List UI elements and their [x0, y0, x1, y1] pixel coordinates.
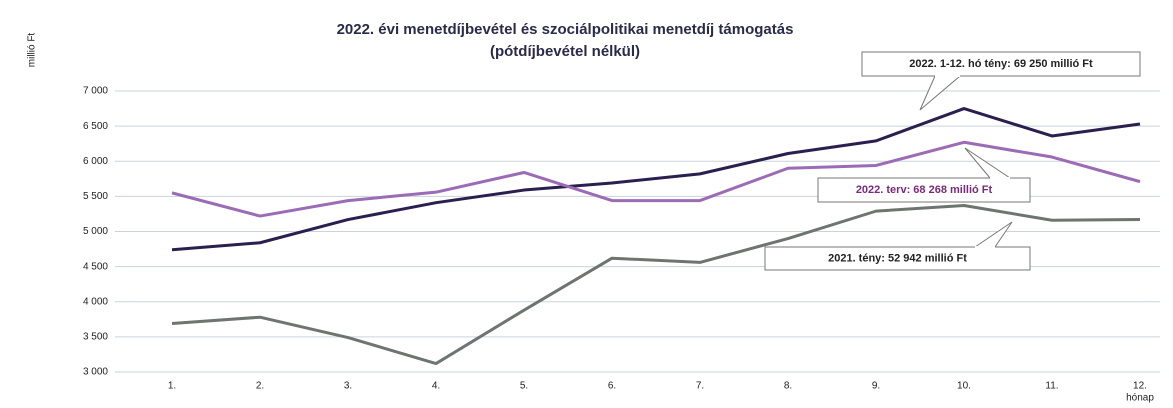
- y-axis-label: millió Ft: [27, 33, 38, 68]
- y-tick-label: 5 500: [83, 191, 108, 202]
- x-tick-label: 4.: [432, 381, 440, 392]
- x-tick-label: 3.: [344, 381, 352, 392]
- annotation-box: [764, 246, 1031, 271]
- y-tick-label: 5 000: [83, 226, 108, 237]
- annotation-box: [861, 51, 1141, 77]
- x-tick-label: 1.: [168, 381, 176, 392]
- annotation-pointer: [973, 221, 1013, 248]
- annotation-pointer: [919, 75, 962, 111]
- x-tick-label: 12.: [1133, 381, 1147, 392]
- x-tick-label: 10.: [957, 381, 971, 392]
- x-tick-label: 11.: [1045, 381, 1058, 392]
- chart-subtitle: (pótdíjbevétel nélkül): [490, 43, 640, 60]
- x-tick-label: 2.: [256, 381, 264, 392]
- x-tick-label: 9.: [872, 381, 880, 392]
- y-tick-label: 4 000: [83, 296, 108, 307]
- series-line: [171, 204, 1141, 366]
- y-tick-label: 6 000: [83, 156, 108, 167]
- x-tick-label: 7.: [696, 381, 704, 392]
- annotation-label: 2021. tény: 52 942 millió Ft: [828, 252, 967, 264]
- x-axis-label: hónap: [1126, 393, 1154, 404]
- y-tick-label: 3 000: [83, 367, 108, 378]
- series-line: [171, 107, 1141, 252]
- annotation-label: 2022. 1-12. hó tény: 69 250 millió Ft: [909, 58, 1093, 70]
- x-tick-label: 5.: [520, 381, 528, 392]
- annotation-label: 2022. terv: 68 268 millió Ft: [856, 184, 993, 196]
- y-tick-label: 6 500: [83, 121, 108, 132]
- chart-title: 2022. évi menetdíjbevétel és szociálpoli…: [337, 21, 794, 38]
- y-tick-label: 7 000: [83, 86, 108, 97]
- series-line: [171, 140, 1141, 218]
- y-tick-label: 3 500: [83, 332, 108, 343]
- annotation-box: [817, 177, 1031, 203]
- y-tick-label: 4 500: [83, 261, 108, 272]
- annotation-pointer: [964, 147, 1012, 179]
- x-tick-label: 8.: [784, 381, 792, 392]
- x-tick-label: 6.: [608, 381, 616, 392]
